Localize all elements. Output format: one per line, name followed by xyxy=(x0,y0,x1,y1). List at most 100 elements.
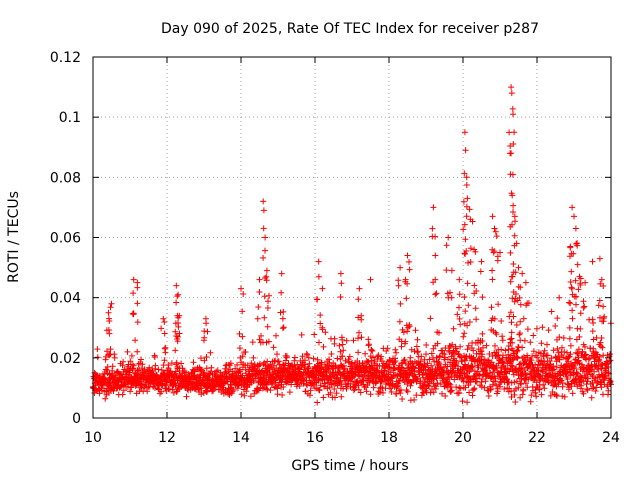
data-point xyxy=(339,353,346,360)
data-point xyxy=(499,359,506,366)
data-point xyxy=(361,372,368,379)
data-point xyxy=(527,339,534,346)
data-point xyxy=(388,389,395,395)
data-point xyxy=(421,361,428,368)
data-point xyxy=(478,383,485,390)
data-point xyxy=(464,280,471,287)
data-point xyxy=(590,320,597,326)
data-point xyxy=(485,393,492,399)
data-point xyxy=(508,329,515,336)
data-point xyxy=(119,362,126,369)
data-point xyxy=(434,380,441,387)
data-point xyxy=(574,350,581,357)
data-point xyxy=(553,391,560,398)
data-point xyxy=(495,301,502,308)
data-point xyxy=(488,304,495,311)
data-point xyxy=(463,174,470,181)
data-point xyxy=(260,225,267,232)
data-point xyxy=(267,387,274,394)
data-point xyxy=(239,308,246,315)
data-point xyxy=(574,261,581,268)
data-point xyxy=(598,335,605,341)
data-point xyxy=(251,390,258,397)
data-point xyxy=(234,361,241,368)
data-point xyxy=(414,349,421,356)
data-point xyxy=(524,384,531,391)
data-point xyxy=(469,218,476,225)
data-point xyxy=(402,338,409,345)
data-point xyxy=(596,255,603,262)
data-point xyxy=(545,327,552,334)
data-point xyxy=(561,348,568,355)
data-point xyxy=(198,385,205,392)
data-point xyxy=(357,389,364,396)
data-point xyxy=(470,347,477,354)
data-point xyxy=(448,294,455,301)
data-points xyxy=(90,84,614,406)
data-point xyxy=(124,348,131,355)
data-point xyxy=(316,339,322,346)
data-point xyxy=(489,213,496,220)
data-point xyxy=(491,315,498,322)
data-point xyxy=(461,170,468,177)
data-point xyxy=(207,349,214,356)
data-point xyxy=(417,378,424,385)
data-point xyxy=(569,204,576,211)
data-point xyxy=(600,303,607,310)
data-point xyxy=(198,355,204,362)
data-point xyxy=(241,392,248,399)
data-point xyxy=(400,329,407,336)
data-point xyxy=(256,276,263,283)
data-point xyxy=(130,310,137,317)
data-point xyxy=(263,381,270,388)
data-point xyxy=(256,336,263,343)
data-point xyxy=(139,361,146,368)
x-tick-label: 12 xyxy=(158,430,176,446)
data-point xyxy=(439,347,446,354)
data-point xyxy=(600,283,607,289)
data-point xyxy=(489,381,496,388)
data-point xyxy=(462,308,469,315)
data-point xyxy=(203,354,210,360)
data-point xyxy=(605,387,612,394)
data-point xyxy=(575,346,582,353)
data-point xyxy=(507,171,514,178)
data-point xyxy=(315,258,322,265)
data-point xyxy=(120,358,127,365)
data-point xyxy=(120,387,127,394)
data-point xyxy=(423,342,430,348)
data-point xyxy=(522,279,529,286)
data-point xyxy=(404,252,411,259)
data-point xyxy=(466,368,473,375)
data-point xyxy=(254,315,261,322)
data-point xyxy=(260,198,267,205)
data-point xyxy=(488,385,494,392)
data-point xyxy=(423,351,429,358)
data-point xyxy=(498,346,505,353)
data-point xyxy=(383,348,390,354)
data-point xyxy=(392,358,399,364)
data-point xyxy=(413,343,420,350)
data-point xyxy=(601,313,608,320)
data-point xyxy=(512,218,518,225)
data-point xyxy=(306,360,313,367)
data-point xyxy=(428,350,435,357)
data-point xyxy=(508,335,515,342)
data-point xyxy=(554,393,560,399)
data-point xyxy=(392,346,399,353)
data-point xyxy=(454,311,461,318)
data-point xyxy=(397,300,404,307)
data-point xyxy=(566,335,573,342)
data-point xyxy=(527,398,534,405)
data-point xyxy=(479,330,486,337)
data-point xyxy=(471,290,478,297)
data-point xyxy=(317,312,324,319)
data-point xyxy=(109,363,116,370)
data-point xyxy=(511,129,518,136)
data-point xyxy=(178,360,185,367)
data-point xyxy=(422,381,429,388)
data-point xyxy=(464,346,471,353)
data-point xyxy=(571,365,578,372)
data-point xyxy=(165,365,172,372)
data-point xyxy=(607,351,613,358)
